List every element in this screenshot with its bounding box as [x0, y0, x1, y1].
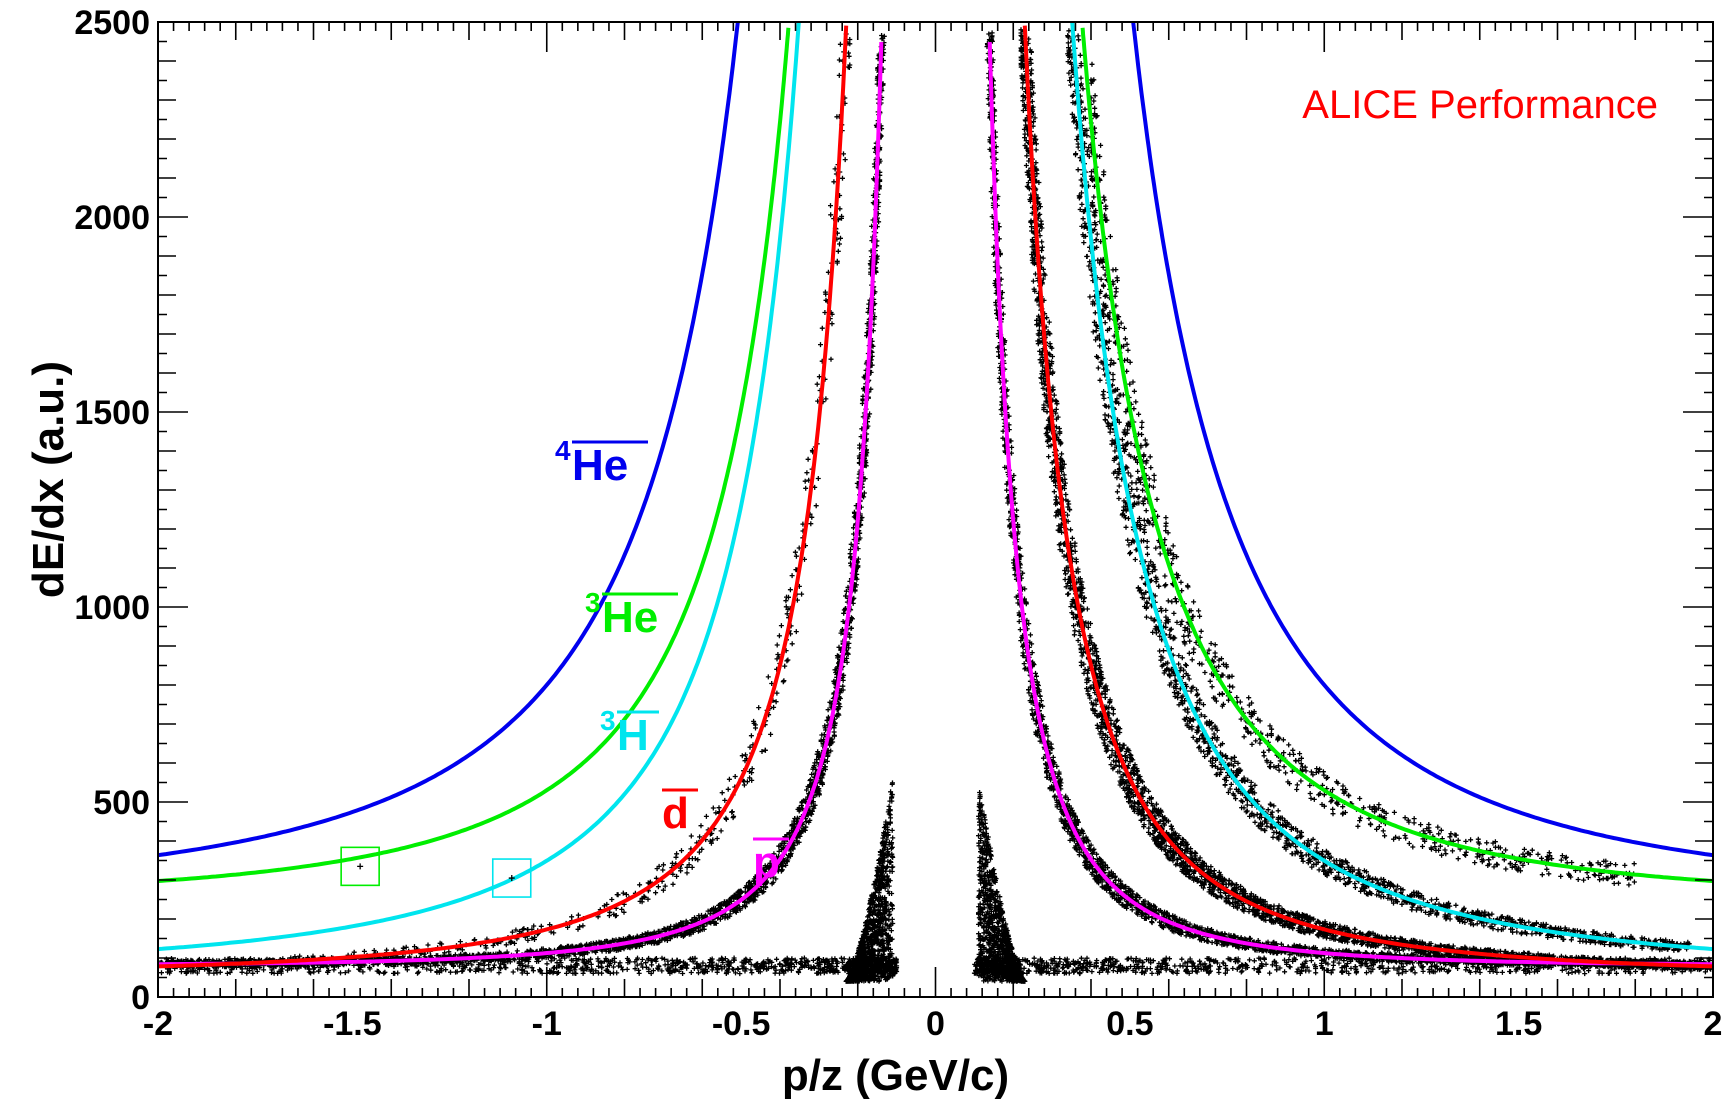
- curve-3he-neg: [157, 27, 791, 883]
- x-tick-label: -1: [532, 1005, 562, 1043]
- label-symbol: H: [617, 711, 649, 760]
- tick-marks: [157, 21, 1714, 998]
- label-symbol: p: [753, 838, 780, 887]
- axis-ticks: [157, 21, 1714, 998]
- x-tick-label: 0: [926, 1005, 945, 1043]
- candidate-markers: [340, 846, 532, 898]
- y-tick-label: 2000: [74, 199, 150, 237]
- x-tick-labels: -2 -1.5 -1 -0.5 0 0.5 1 1.5 2: [143, 1005, 1723, 1043]
- particle-labels: pd3 H3 He4 He: [555, 435, 789, 887]
- alice-performance-label: ALICE Performance: [1302, 83, 1658, 127]
- label-d: d: [662, 788, 698, 838]
- x-tick-label: -2: [143, 1005, 173, 1043]
- x-axis-title: p/z (GeV/c): [782, 1051, 1009, 1100]
- curve-4he-neg: [157, 21, 740, 858]
- x-tick-label: 1: [1315, 1005, 1334, 1043]
- label-3he: 3 He: [585, 587, 678, 642]
- label-symbol: d: [662, 789, 689, 838]
- label-superscript: 3: [585, 587, 601, 618]
- bethe-bloch-curves: [157, 21, 1714, 969]
- track-scatter: [157, 27, 1714, 984]
- label-p: p: [753, 837, 789, 887]
- track-points: [157, 27, 1714, 984]
- curve-3he-pos: [1080, 27, 1714, 883]
- label-superscript: 3: [600, 705, 616, 736]
- label-4he: 4 He: [555, 435, 648, 490]
- y-tick-label: 500: [93, 784, 150, 822]
- y-tick-label: 0: [131, 979, 150, 1017]
- curve-p-pos: [987, 42, 1713, 967]
- label-superscript: 4: [555, 435, 571, 466]
- candidate-box: [491, 858, 532, 898]
- x-tick-label: -0.5: [712, 1005, 771, 1043]
- curve-4he-pos: [1131, 21, 1714, 858]
- y-tick-label: 1000: [74, 589, 150, 627]
- curve-p-neg: [158, 42, 884, 967]
- candidate-box: [340, 846, 380, 887]
- x-tick-label: -1.5: [323, 1005, 382, 1043]
- candidate-point: [357, 863, 364, 870]
- curve-d-pos: [1022, 25, 1714, 969]
- curve-3h-pos: [1070, 22, 1714, 952]
- y-tick-label: 2500: [74, 4, 150, 42]
- x-tick-label: 0.5: [1106, 1005, 1153, 1043]
- x-tick-label: 2: [1704, 1005, 1723, 1043]
- y-tick-labels: 0 500 1000 1500 2000 2500: [74, 4, 150, 1017]
- x-tick-label: 1.5: [1495, 1005, 1542, 1043]
- curve-3h-neg: [157, 22, 801, 952]
- curve-d-neg: [157, 25, 849, 969]
- label-symbol: He: [572, 441, 628, 490]
- label-symbol: He: [602, 593, 658, 642]
- y-tick-label: 1500: [74, 394, 150, 432]
- y-axis-title: dE/dx (a.u.): [24, 361, 73, 598]
- candidate-point: [508, 875, 515, 882]
